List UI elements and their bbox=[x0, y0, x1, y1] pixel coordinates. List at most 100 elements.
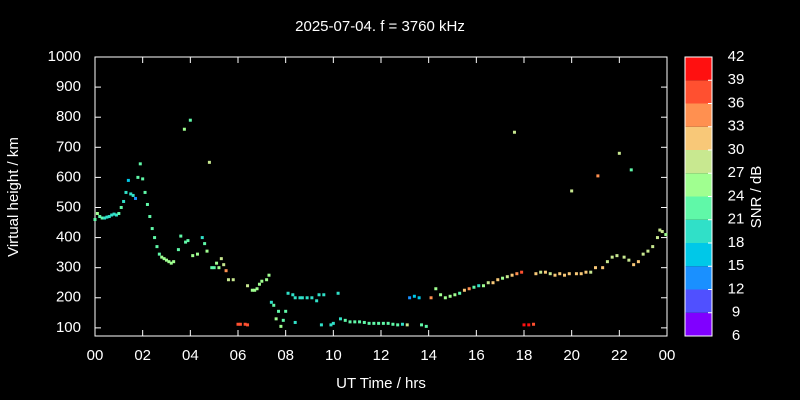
point bbox=[281, 318, 285, 322]
point bbox=[315, 299, 319, 303]
point bbox=[110, 213, 114, 217]
x-tick-label: 00 bbox=[659, 347, 676, 364]
point bbox=[155, 245, 159, 249]
point bbox=[260, 279, 264, 283]
point bbox=[272, 303, 276, 307]
point bbox=[277, 309, 281, 313]
point bbox=[505, 275, 509, 279]
point bbox=[103, 216, 107, 220]
point bbox=[105, 215, 109, 219]
x-tick-label: 04 bbox=[182, 347, 199, 364]
point bbox=[215, 261, 219, 265]
point bbox=[279, 324, 283, 328]
point bbox=[176, 248, 180, 252]
colorbar-tick-label: 9 bbox=[732, 304, 740, 321]
point bbox=[408, 296, 412, 300]
point bbox=[317, 293, 321, 297]
point bbox=[269, 300, 273, 304]
y-tick-label: 700 bbox=[56, 138, 81, 155]
colorbar-label: SNR / dB bbox=[748, 166, 765, 229]
point bbox=[117, 212, 121, 216]
point bbox=[274, 317, 278, 321]
point bbox=[527, 323, 531, 327]
point bbox=[553, 273, 557, 277]
point bbox=[584, 270, 588, 274]
colorbar-band bbox=[685, 312, 712, 336]
point bbox=[250, 288, 254, 292]
point bbox=[520, 270, 524, 274]
point bbox=[114, 213, 118, 217]
point bbox=[182, 127, 186, 131]
point bbox=[212, 266, 216, 270]
point bbox=[362, 320, 366, 324]
point bbox=[632, 263, 636, 267]
point bbox=[207, 160, 211, 164]
point bbox=[491, 281, 495, 285]
point bbox=[532, 322, 536, 326]
point bbox=[231, 278, 235, 282]
colorbar-band bbox=[685, 266, 712, 290]
point bbox=[589, 270, 593, 274]
point bbox=[131, 193, 135, 197]
colorbar-tick-label: 15 bbox=[728, 257, 745, 274]
x-tick-label: 12 bbox=[373, 347, 390, 364]
point bbox=[205, 249, 209, 253]
point bbox=[253, 288, 257, 292]
colorbar-tick-label: 18 bbox=[728, 234, 745, 251]
point bbox=[145, 202, 149, 206]
point bbox=[664, 233, 668, 237]
x-tick-label: 16 bbox=[468, 347, 485, 364]
x-tick-label: 20 bbox=[563, 347, 580, 364]
point bbox=[472, 285, 476, 289]
point bbox=[138, 162, 142, 166]
point bbox=[424, 324, 428, 328]
point bbox=[570, 189, 574, 193]
point bbox=[246, 284, 250, 288]
point bbox=[124, 190, 128, 194]
point bbox=[246, 323, 250, 327]
point bbox=[293, 296, 297, 300]
point bbox=[386, 321, 390, 325]
point bbox=[377, 321, 381, 325]
point bbox=[348, 320, 352, 324]
point bbox=[255, 287, 259, 291]
colorbar-tick-label: 33 bbox=[728, 118, 745, 135]
point bbox=[448, 294, 452, 298]
point bbox=[322, 293, 326, 297]
point bbox=[298, 296, 302, 300]
y-tick-label: 100 bbox=[56, 319, 81, 336]
point bbox=[195, 252, 199, 256]
x-tick-label: 08 bbox=[277, 347, 294, 364]
y-tick-label: 500 bbox=[56, 198, 81, 215]
colorbar-tick-label: 36 bbox=[728, 94, 745, 111]
point bbox=[129, 192, 133, 196]
colorbar-tick-label: 12 bbox=[728, 280, 745, 297]
chart-title: 2025-07-04. f = 3760 kHz bbox=[295, 18, 465, 35]
point bbox=[622, 255, 626, 259]
point bbox=[122, 199, 126, 203]
y-tick-label: 900 bbox=[56, 78, 81, 95]
point bbox=[336, 291, 340, 295]
point bbox=[522, 323, 526, 327]
x-tick-label: 14 bbox=[420, 347, 437, 364]
point bbox=[627, 258, 631, 262]
point bbox=[165, 258, 168, 262]
point bbox=[420, 323, 424, 327]
point bbox=[658, 228, 662, 232]
y-axis-label: Virtual height / km bbox=[5, 137, 22, 257]
point bbox=[594, 266, 597, 270]
point bbox=[186, 239, 190, 243]
point bbox=[381, 321, 385, 325]
point bbox=[93, 218, 97, 222]
point bbox=[396, 323, 400, 327]
point bbox=[655, 236, 659, 240]
point bbox=[210, 266, 214, 270]
colorbar-tick-label: 21 bbox=[728, 211, 745, 228]
point bbox=[458, 291, 462, 295]
point bbox=[226, 278, 230, 282]
point bbox=[300, 296, 304, 300]
point bbox=[222, 263, 226, 267]
point bbox=[405, 323, 409, 327]
point bbox=[501, 276, 505, 280]
